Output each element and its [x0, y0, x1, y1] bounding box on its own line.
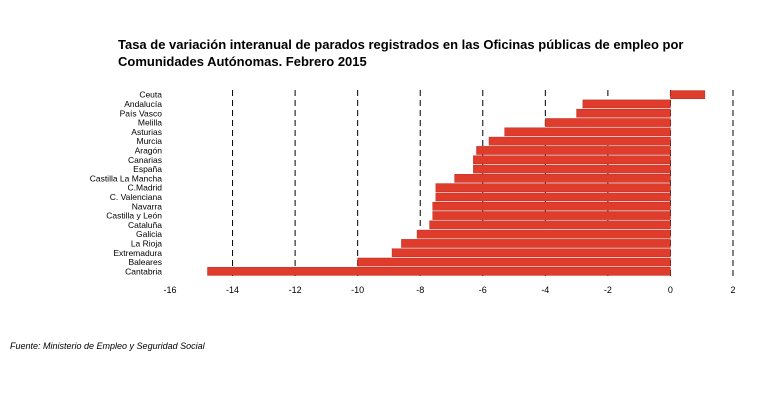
category-label: Aragón	[135, 145, 163, 155]
bar	[473, 164, 671, 174]
tick-label: -2	[604, 285, 612, 295]
category-label: País Vasco	[120, 108, 163, 118]
bar	[207, 267, 671, 276]
bar	[545, 118, 671, 127]
chart-title-line-1: Tasa de variación interanual de parados …	[118, 37, 684, 52]
bar	[670, 90, 706, 99]
bar	[454, 174, 671, 183]
tick-label: 2	[730, 285, 735, 295]
category-label: Cantabria	[125, 266, 162, 276]
tick-label: 0	[668, 285, 673, 295]
tick-label: -8	[416, 285, 424, 295]
category-label: C. Valenciana	[110, 192, 163, 202]
bar	[432, 211, 671, 220]
category-label: Asturias	[131, 127, 162, 137]
bar	[582, 99, 671, 109]
bar	[473, 155, 671, 165]
bar	[504, 127, 671, 137]
tick-label: -12	[289, 285, 302, 295]
category-label: Navarra	[132, 201, 163, 211]
category-label: Baleares	[128, 257, 162, 267]
bar	[401, 239, 671, 248]
category-label: Galicia	[136, 229, 162, 239]
bar	[391, 248, 671, 258]
tick-label: -10	[351, 285, 364, 295]
category-label: Canarias	[128, 155, 162, 165]
source-note: Fuente: Ministerio de Empleo y Seguridad…	[10, 341, 205, 351]
bar	[429, 220, 671, 230]
category-label: Castilla La Mancha	[90, 173, 163, 183]
category-label: C.Madrid	[128, 183, 163, 193]
category-label: Extremadura	[113, 248, 162, 258]
category-label: Ceuta	[139, 90, 162, 100]
category-label: Andalucía	[124, 99, 162, 109]
category-label: Cataluña	[128, 220, 162, 230]
bar	[357, 257, 671, 267]
category-label: Castilla y León	[106, 211, 162, 221]
bar	[416, 229, 671, 239]
bar	[435, 183, 671, 192]
bar	[476, 146, 671, 155]
chart-title-line-2: Comunidades Autónomas. Febrero 2015	[118, 54, 367, 69]
category-label: Melilla	[138, 118, 162, 128]
category-label: Murcia	[136, 136, 162, 146]
bar	[488, 136, 671, 146]
category-label: España	[133, 164, 162, 174]
chart-title: Tasa de variación interanual de parados …	[118, 36, 738, 70]
tick-label: -16	[163, 285, 176, 295]
bar	[576, 108, 671, 118]
tick-label: -6	[479, 285, 487, 295]
bar	[435, 192, 671, 202]
bar	[432, 201, 671, 211]
category-label: La Rioja	[131, 238, 162, 248]
tick-label: -4	[541, 285, 549, 295]
tick-label: -14	[226, 285, 239, 295]
